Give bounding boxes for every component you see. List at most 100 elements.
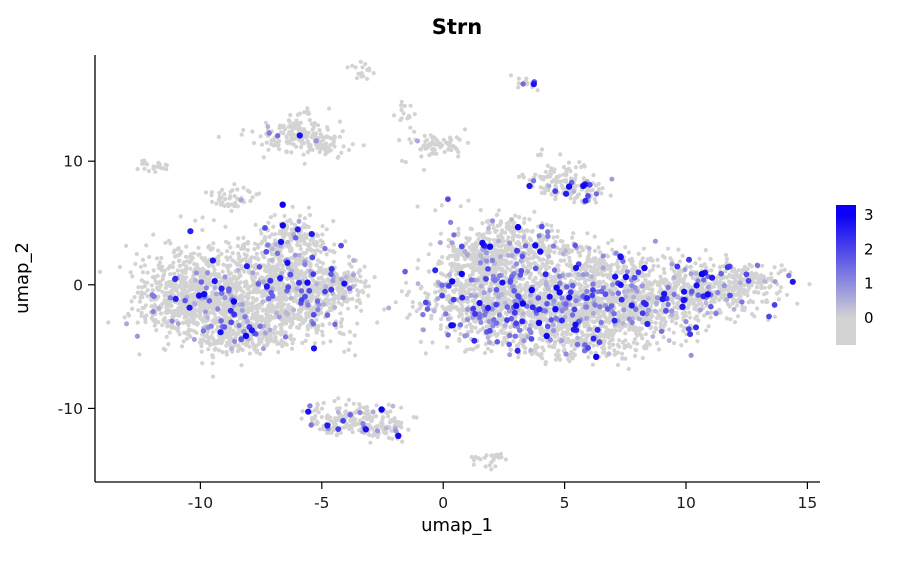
- cell-point: [293, 299, 298, 304]
- cell-point: [208, 342, 213, 347]
- cell-point: [135, 320, 140, 325]
- cell-point: [210, 353, 215, 358]
- cell-point: [211, 241, 216, 246]
- cell-point: [278, 300, 283, 305]
- cell-point: [530, 314, 535, 319]
- cell-point: [531, 250, 536, 255]
- cell-point: [307, 310, 312, 315]
- cell-point: [418, 286, 423, 291]
- cell-point: [561, 343, 566, 348]
- cell-point: [152, 302, 157, 307]
- cell-point: [553, 277, 558, 282]
- cell-point: [166, 323, 171, 328]
- cell-point: [687, 299, 692, 304]
- cell-point: [426, 252, 431, 257]
- cell-point: [340, 317, 345, 322]
- cell-point: [672, 341, 677, 346]
- cell-point: [760, 299, 765, 304]
- cell-point: [456, 231, 461, 236]
- cell-point: [198, 337, 203, 342]
- cell-point: [339, 302, 344, 307]
- cell-point: [518, 283, 523, 288]
- cell-point: [201, 302, 206, 307]
- cell-point: [339, 331, 344, 336]
- cell-point: [358, 274, 363, 279]
- cell-point: [233, 307, 238, 312]
- cell-point: [302, 216, 307, 221]
- cell-point: [254, 321, 259, 326]
- cell-point: [293, 315, 298, 320]
- cell-point: [319, 310, 324, 315]
- cell-point: [336, 300, 341, 305]
- cell-point: [505, 266, 510, 271]
- cell-point: [314, 232, 319, 237]
- cell-point: [473, 325, 478, 330]
- cell-point: [266, 307, 271, 312]
- cell-point: [343, 239, 348, 244]
- cell-point: [617, 338, 622, 343]
- cell-point: [603, 325, 608, 330]
- cell-point: [139, 313, 144, 318]
- cell-point: [527, 275, 532, 280]
- cell-point: [547, 306, 553, 311]
- cell-point: [676, 247, 681, 252]
- cell-point: [475, 344, 481, 349]
- cell-point: [568, 332, 573, 337]
- cell-point: [428, 242, 433, 247]
- cell-point: [193, 218, 198, 223]
- cell-point: [179, 308, 184, 313]
- cell-point: [319, 265, 324, 270]
- cell-point: [551, 235, 556, 240]
- cell-point: [495, 266, 500, 271]
- cell-point: [212, 312, 217, 317]
- cell-point: [178, 214, 183, 219]
- cell-point: [256, 257, 261, 262]
- cell-point: [582, 321, 588, 326]
- cell-point: [549, 223, 554, 228]
- cell-point: [166, 342, 171, 347]
- cell-point: [469, 329, 474, 334]
- plot-title: Strn: [432, 15, 482, 39]
- cell-point: [399, 289, 404, 294]
- cell-point: [480, 221, 485, 226]
- cell-point: [490, 296, 495, 301]
- cell-point: [549, 228, 555, 233]
- cell-point: [433, 290, 438, 295]
- cell-point: [720, 264, 726, 269]
- cell-point: [312, 341, 317, 346]
- cell-point: [180, 274, 185, 279]
- cell-point: [316, 292, 321, 297]
- cell-point: [570, 235, 575, 240]
- cell-point: [266, 303, 271, 308]
- cell-point: [158, 311, 164, 316]
- cell-point: [226, 241, 231, 246]
- cell-point: [228, 271, 234, 276]
- cell-point: [415, 266, 420, 271]
- cell-point: [764, 298, 769, 303]
- cell-point: [460, 284, 465, 289]
- cell-point: [429, 316, 434, 321]
- cell-point: [632, 353, 638, 358]
- cell-point: [204, 281, 209, 286]
- cell-point: [470, 272, 475, 277]
- cell-point: [259, 339, 264, 344]
- cell-point: [318, 249, 323, 255]
- cell-point: [304, 235, 309, 240]
- cell-point: [174, 289, 179, 294]
- cell-point: [294, 267, 300, 272]
- cell-point: [177, 332, 182, 337]
- cell-point: [266, 323, 271, 328]
- cell-point: [245, 296, 250, 301]
- cell-point: [332, 242, 337, 247]
- cell-point: [653, 320, 658, 326]
- cell-point: [736, 268, 741, 273]
- cell-point: [549, 260, 555, 266]
- cell-point: [529, 319, 534, 324]
- cell-point: [217, 275, 222, 280]
- cell-point: [639, 326, 644, 331]
- cell-point: [301, 251, 306, 256]
- cell-point: [372, 275, 377, 280]
- cell-point: [153, 279, 158, 284]
- cell-point: [494, 212, 499, 218]
- cell-point: [500, 340, 505, 345]
